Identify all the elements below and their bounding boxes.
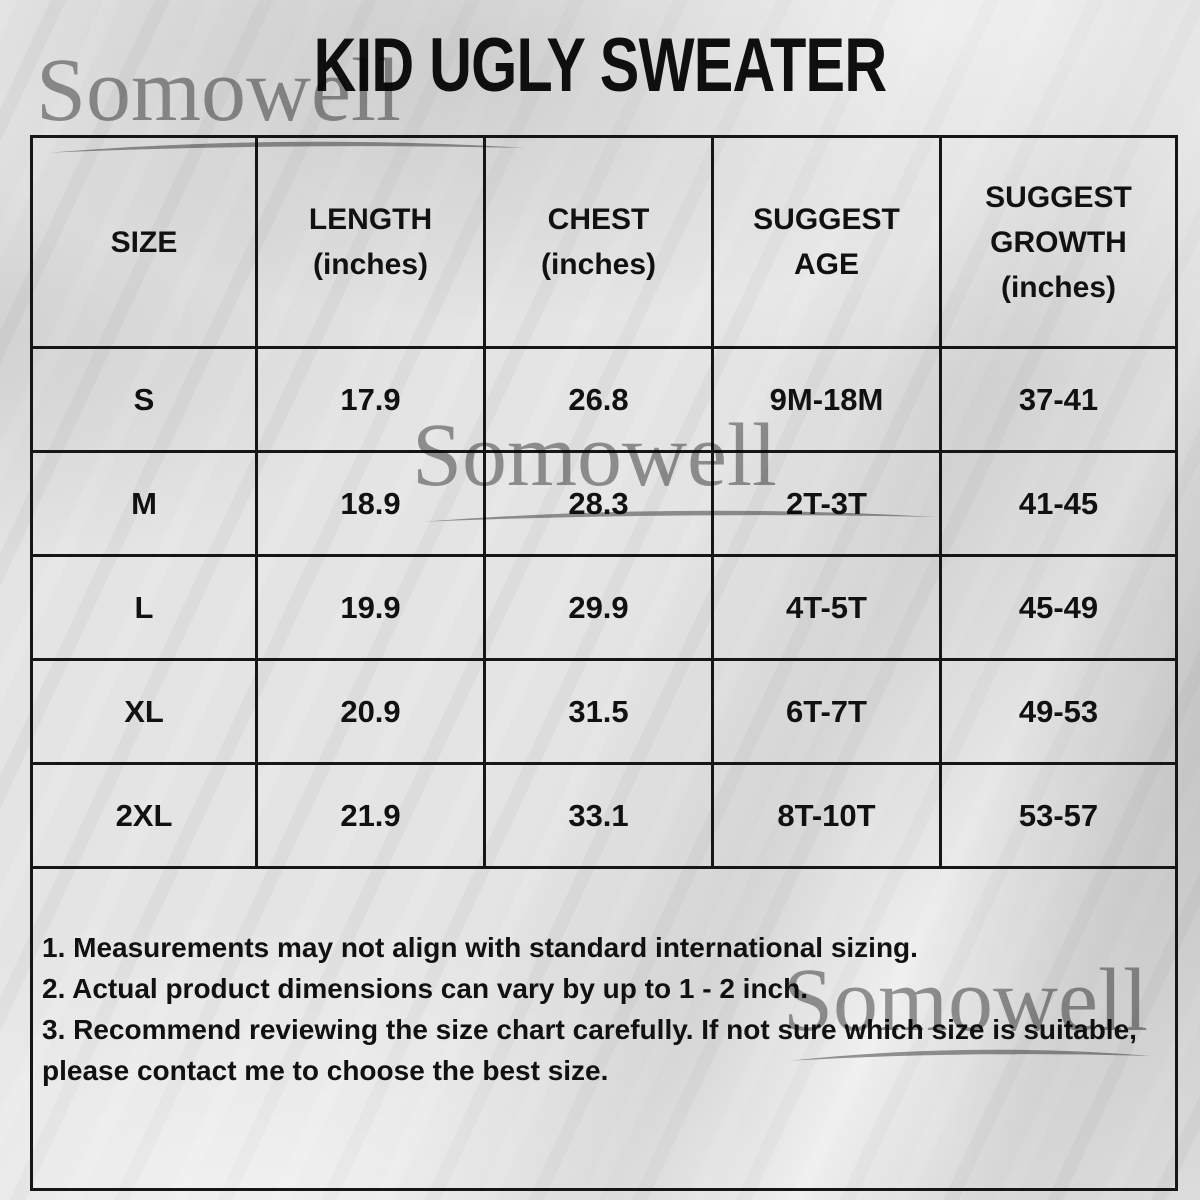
table-cell-age: 9M-18M <box>714 349 942 450</box>
note-line-1: 1. Measurements may not align with stand… <box>42 932 918 963</box>
table-body: S 17.9 26.8 9M-18M 37-41 M 18.9 28.3 2T-… <box>33 349 1175 869</box>
note-line-2: 2. Actual product dimensions can vary by… <box>42 973 809 1004</box>
table-cell-growth: 49-53 <box>1018 693 1099 729</box>
header-cell-suggest-age: SUGGEST AGE <box>714 138 942 346</box>
notes-section: 1. Measurements may not align with stand… <box>33 869 1175 1091</box>
header-cell-size: SIZE <box>33 138 258 346</box>
table-cell-growth: 41-45 <box>1018 485 1099 521</box>
table-cell-chest: 28.3 <box>486 453 714 554</box>
note-line-3: 3. Recommend reviewing the size chart ca… <box>42 1014 1137 1086</box>
table-row: L 19.9 29.9 4T-5T 45-49 <box>33 557 1175 661</box>
table-cell-length: 21.9 <box>258 765 486 866</box>
table-cell-size: M <box>33 453 258 554</box>
page-title: KID UGLY SWEATER <box>313 23 887 108</box>
table-cell-size: 2XL <box>33 765 258 866</box>
table-cell-length: 17.9 <box>258 349 486 450</box>
table-row: XL 20.9 31.5 6T-7T 49-53 <box>33 661 1175 765</box>
table-cell-length: 20.9 <box>258 661 486 762</box>
table-cell-age: 4T-5T <box>714 557 942 658</box>
table-cell-length: 18.9 <box>258 453 486 554</box>
table-cell-chest: 31.5 <box>486 661 714 762</box>
table-cell-chest: 29.9 <box>486 557 714 658</box>
table-header-row: SIZE LENGTH (inches) CHEST (inches) SUGG… <box>33 138 1175 349</box>
table-cell-age: 6T-7T <box>714 661 942 762</box>
table-cell-age: 2T-3T <box>714 453 942 554</box>
header-cell-length: LENGTH (inches) <box>258 138 486 346</box>
size-table: SIZE LENGTH (inches) CHEST (inches) SUGG… <box>30 135 1178 1191</box>
table-row: M 18.9 28.3 2T-3T 41-45 <box>33 453 1175 557</box>
header-cell-chest: CHEST (inches) <box>486 138 714 346</box>
table-cell-growth: 45-49 <box>1018 589 1099 625</box>
table-cell-age: 8T-10T <box>714 765 942 866</box>
table-cell-size: S <box>33 349 258 450</box>
table-cell-chest: 33.1 <box>486 765 714 866</box>
table-cell-size: L <box>33 557 258 658</box>
table-cell-growth: 53-57 <box>1018 797 1099 833</box>
table-row: 2XL 21.9 33.1 8T-10T 53-57 <box>33 765 1175 869</box>
table-cell-size: XL <box>33 661 258 762</box>
table-cell-length: 19.9 <box>258 557 486 658</box>
table-cell-growth: 37-41 <box>1018 381 1099 417</box>
table-row: S 17.9 26.8 9M-18M 37-41 <box>33 349 1175 453</box>
table-cell-chest: 26.8 <box>486 349 714 450</box>
header-cell-suggest-growth: SUGGEST GROWTH (inches) <box>985 180 1132 304</box>
